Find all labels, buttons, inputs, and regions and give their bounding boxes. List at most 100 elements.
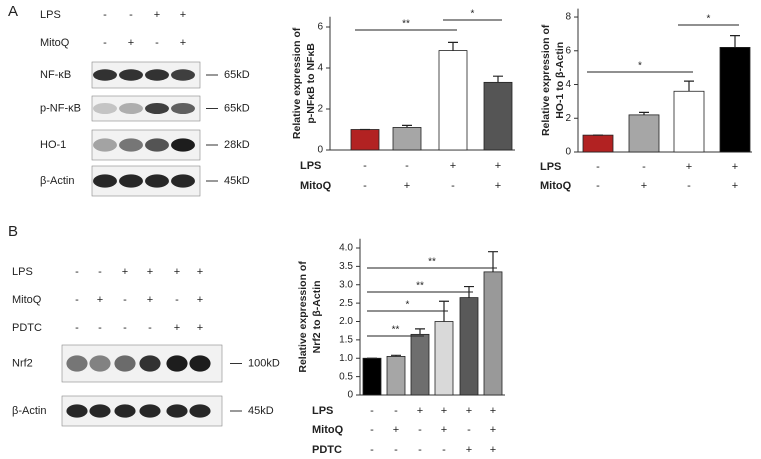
error-bar [639, 111, 649, 115]
condition-sign: + [686, 161, 692, 173]
condition-label: LPS [40, 9, 61, 21]
condition-sign: - [394, 444, 398, 456]
condition-label: LPS [312, 405, 333, 417]
error-bar [493, 75, 503, 83]
condition-sign: + [732, 161, 738, 173]
condition-sign: + [393, 424, 399, 436]
blot-band [166, 355, 188, 372]
condition-sign: - [451, 180, 455, 192]
condition-label: MitoQ [312, 424, 344, 436]
bar [483, 271, 503, 396]
condition-sign: + [466, 405, 472, 417]
condition-sign: + [441, 405, 447, 417]
blot-band [93, 69, 117, 81]
bar [582, 134, 614, 153]
band-size: 65kD [224, 102, 250, 114]
band-label: Nrf2 [12, 357, 33, 369]
y-tick-label: 2.0 [339, 316, 353, 327]
y-axis-label: Nrf2 to β-Actin [311, 280, 323, 353]
blot-band [145, 138, 169, 152]
blot-band [171, 174, 195, 188]
y-axis-label: p-NFκB to NFκB [305, 43, 317, 124]
condition-label: MitoQ [12, 294, 42, 306]
y-tick-label: 0 [317, 145, 323, 156]
condition-sign: - [687, 180, 691, 192]
condition-sign: + [97, 294, 103, 306]
condition-sign: - [442, 444, 446, 456]
condition-sign: - [123, 294, 127, 306]
band-size: 65kD [224, 69, 250, 81]
condition-sign: - [75, 294, 79, 306]
y-tick-label: 4.0 [339, 243, 353, 254]
condition-sign: + [180, 37, 186, 49]
significance-label: * [638, 61, 642, 72]
condition-sign: - [418, 424, 422, 436]
condition-label: PDTC [312, 444, 342, 456]
y-tick-label: 0 [565, 147, 571, 158]
blot-band [93, 138, 117, 152]
error-bar [488, 251, 498, 272]
condition-sign: - [98, 266, 102, 278]
condition-sign: - [148, 322, 152, 334]
error-bar [684, 80, 694, 92]
blot-band [93, 174, 117, 188]
panel-label: A [8, 3, 18, 20]
condition-sign: - [155, 37, 159, 49]
blot-band [119, 138, 143, 152]
blot-band [66, 355, 88, 372]
band-size: 100kD [248, 357, 280, 369]
band-size: 45kD [248, 405, 274, 417]
error-bar [391, 354, 401, 357]
bar [483, 81, 513, 151]
condition-label: PDTC [12, 322, 42, 334]
condition-sign: - [405, 160, 409, 172]
condition-sign: - [596, 161, 600, 173]
condition-sign: - [103, 37, 107, 49]
band-size: 45kD [224, 175, 250, 187]
bar [628, 114, 660, 153]
bar [350, 129, 380, 151]
blot-band [166, 404, 188, 418]
blot-band [139, 404, 161, 418]
band-label: β-Actin [40, 175, 74, 187]
condition-sign: + [154, 9, 160, 21]
blot-band [114, 355, 136, 372]
bar [386, 356, 406, 396]
blot-band [145, 174, 169, 188]
condition-sign: - [394, 405, 398, 417]
condition-sign: - [467, 424, 471, 436]
error-bar [402, 124, 412, 128]
condition-sign: + [197, 322, 203, 334]
condition-sign: + [641, 180, 647, 192]
y-tick-label: 0.5 [339, 371, 353, 382]
y-tick-label: 0 [347, 390, 353, 401]
blot-band [171, 138, 195, 152]
condition-sign: + [174, 266, 180, 278]
band-label: HO-1 [40, 139, 66, 151]
condition-sign: + [197, 266, 203, 278]
condition-sign: + [174, 322, 180, 334]
condition-label: LPS [540, 161, 561, 173]
condition-sign: + [417, 405, 423, 417]
condition-sign: - [370, 405, 374, 417]
significance-label: * [406, 300, 410, 311]
condition-sign: + [450, 160, 456, 172]
blot-band [89, 404, 111, 418]
significance-label: ** [428, 257, 436, 268]
condition-sign: + [490, 444, 496, 456]
blot-band [145, 69, 169, 81]
band-size: 28kD [224, 139, 250, 151]
condition-sign: + [128, 37, 134, 49]
bar [362, 357, 382, 396]
error-bar [730, 34, 740, 48]
condition-sign: - [370, 424, 374, 436]
condition-sign: + [122, 266, 128, 278]
y-tick-label: 2.5 [339, 298, 353, 309]
condition-sign: + [466, 444, 472, 456]
bar [459, 297, 479, 396]
condition-label: MitoQ [300, 180, 332, 192]
condition-sign: + [147, 266, 153, 278]
condition-sign: + [495, 180, 501, 192]
condition-sign: + [490, 424, 496, 436]
